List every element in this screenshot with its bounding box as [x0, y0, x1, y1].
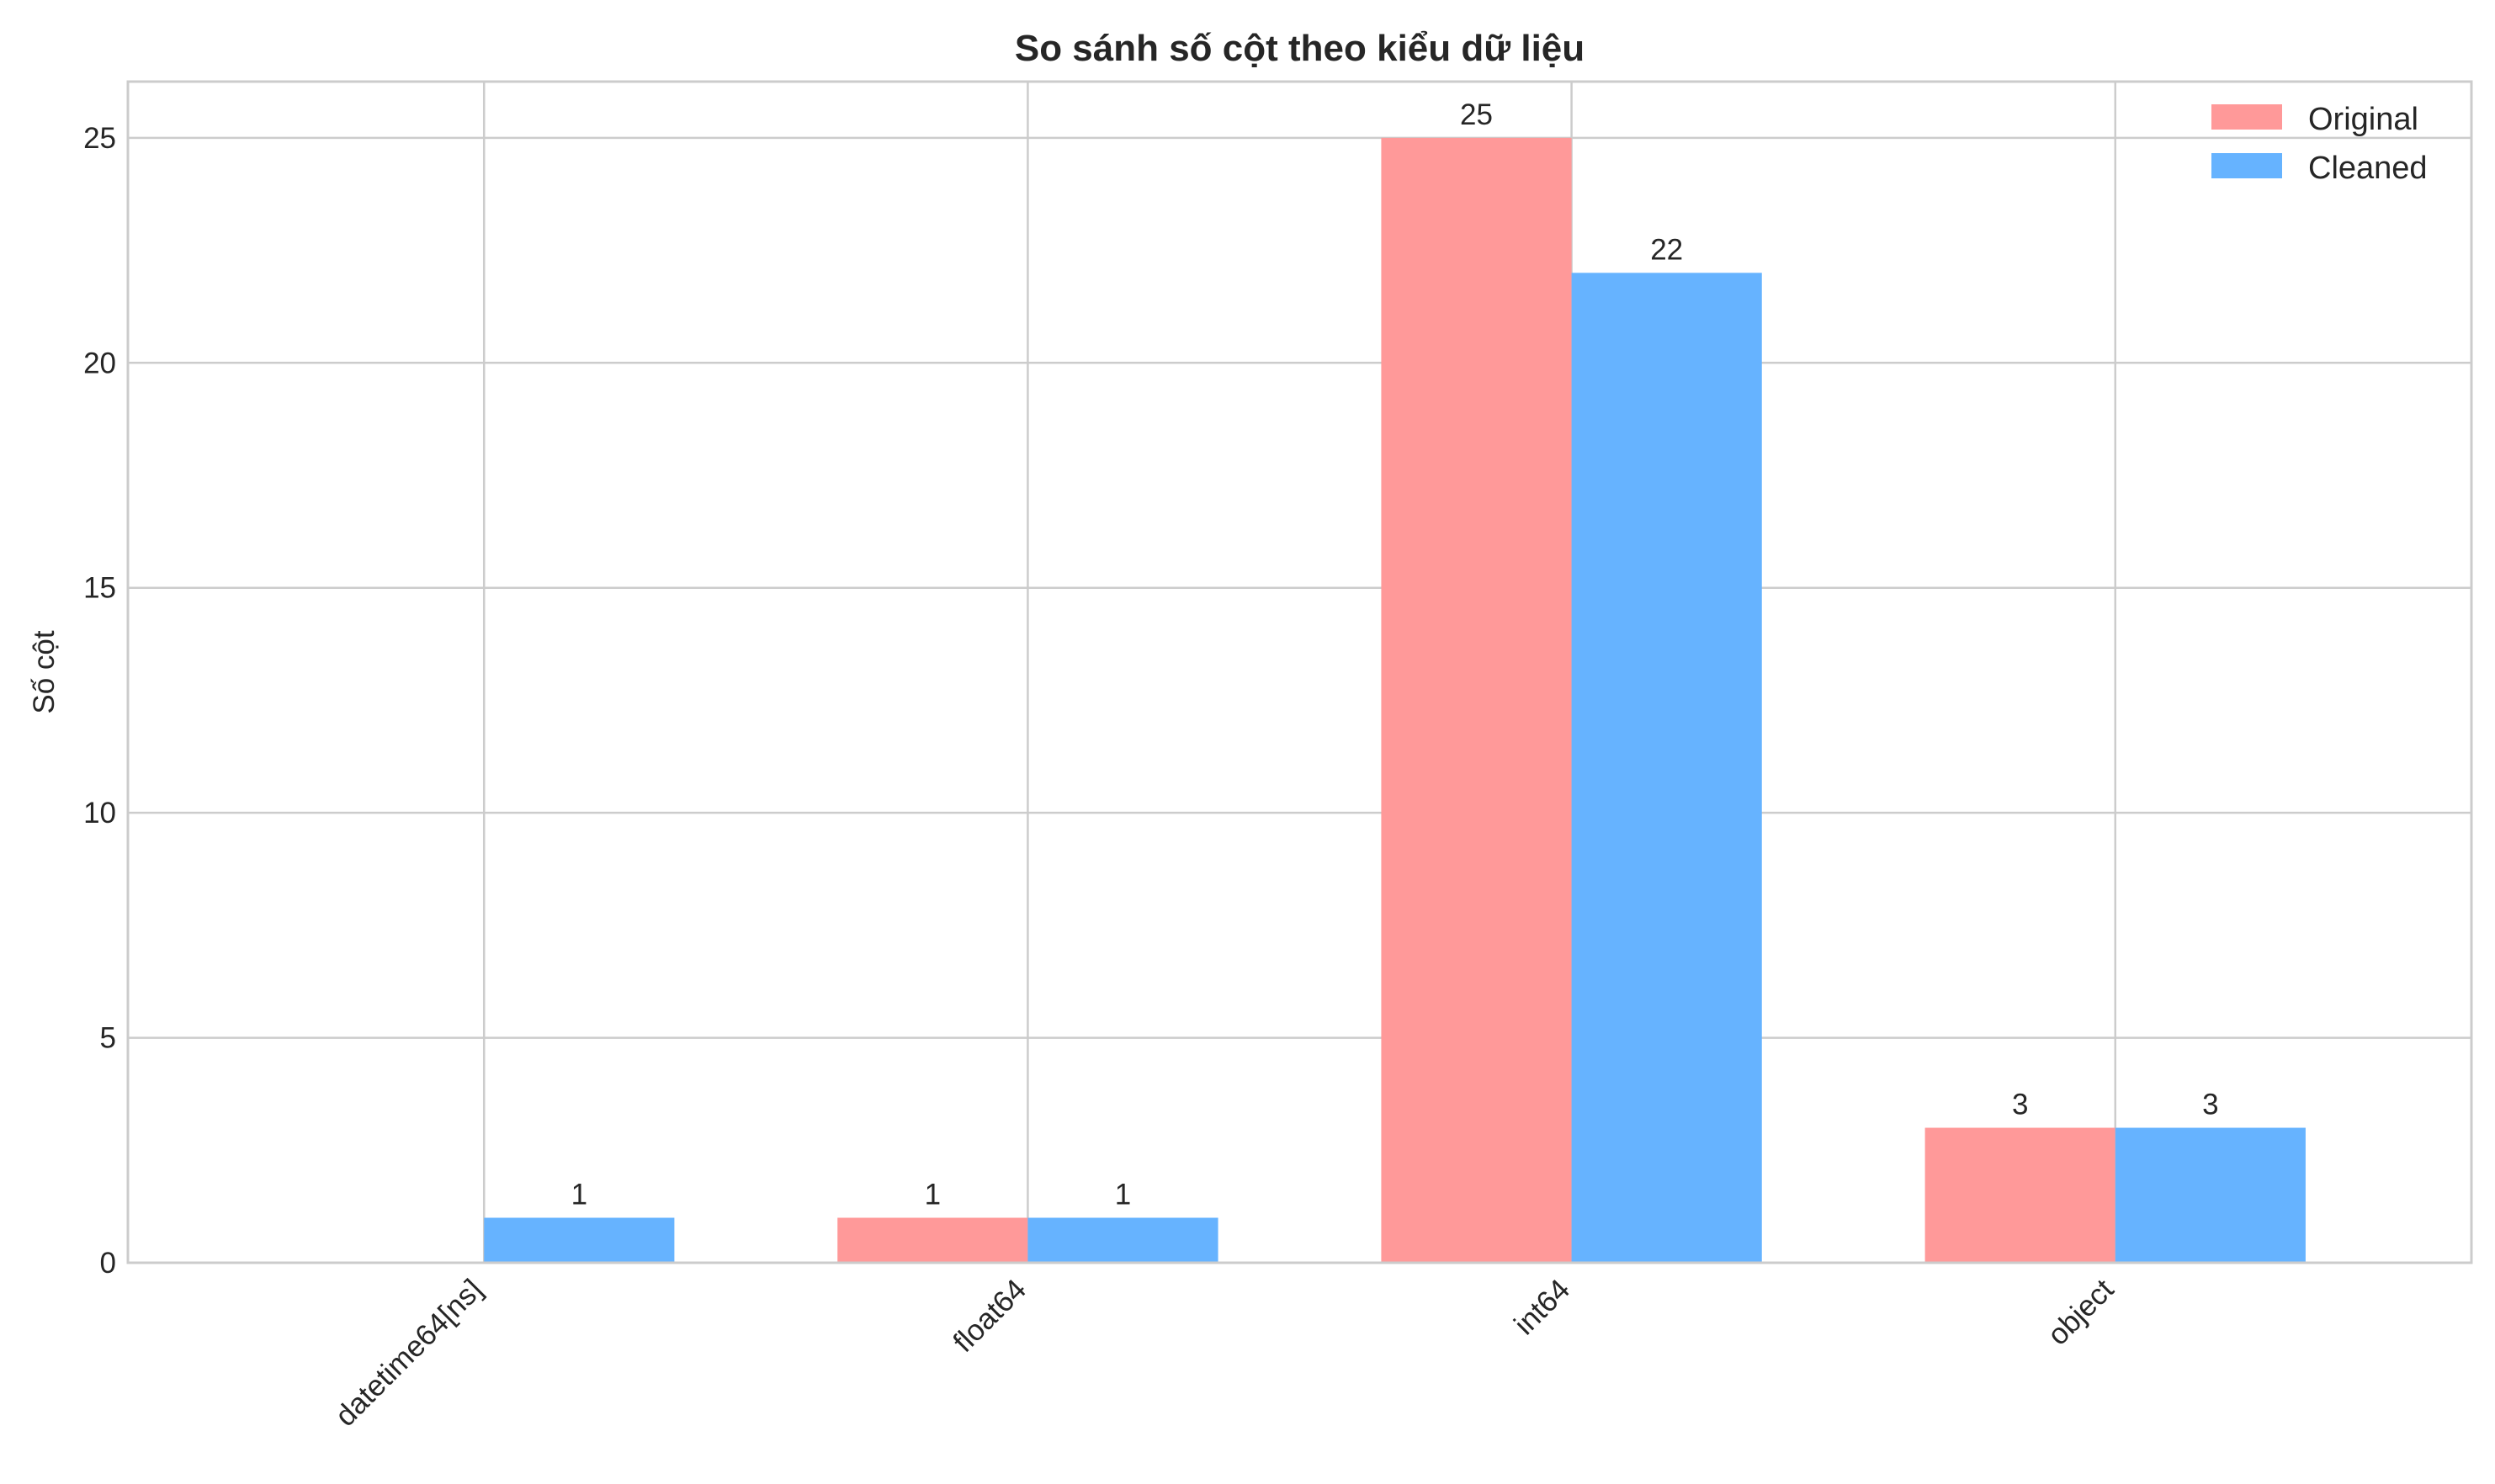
bar-value-labels: 1 25 3 1 1 22 3 [571, 98, 2219, 1211]
bar-original-1 [837, 1217, 1028, 1263]
legend-label-cleaned: Cleaned [2308, 151, 2428, 186]
y-tick-label: 0 [100, 1247, 116, 1280]
bar-cleaned-1 [1027, 1217, 1218, 1263]
bar-original-2 [1381, 137, 1572, 1263]
bar-cleaned-2 [1571, 273, 1762, 1263]
bar-value-label: 22 [1650, 233, 1683, 266]
bar-value-label: 3 [2012, 1089, 2028, 1121]
plot-frame [126, 80, 2473, 1264]
bar-value-label: 1 [571, 1179, 587, 1211]
y-axis-ticks: 0 5 10 15 20 25 [83, 122, 116, 1280]
y-tick-label: 20 [83, 347, 116, 379]
y-tick-label: 15 [83, 572, 116, 605]
y-tick-label: 10 [83, 797, 116, 829]
bar-cleaned-3 [2115, 1127, 2306, 1263]
bar-cleaned-0 [484, 1217, 675, 1263]
bar-value-label: 1 [925, 1179, 941, 1211]
bars [484, 137, 2306, 1263]
legend-swatch-cleaned [2211, 153, 2282, 178]
legend: Original Cleaned [2211, 102, 2428, 186]
bar-value-label: 3 [2202, 1089, 2218, 1121]
bar-value-label: 25 [1460, 98, 1493, 131]
legend-label-original: Original [2308, 102, 2418, 137]
bar-value-label: 1 [1115, 1179, 1131, 1211]
y-tick-label: 5 [100, 1022, 116, 1055]
legend-swatch-original [2211, 104, 2282, 130]
bar-original-3 [1924, 1127, 2115, 1263]
y-axis-title: Số cột [28, 630, 61, 713]
chart-title: So sánh số cột theo kiểu dữ liệu [1015, 28, 1585, 69]
y-tick-label: 25 [83, 122, 116, 155]
